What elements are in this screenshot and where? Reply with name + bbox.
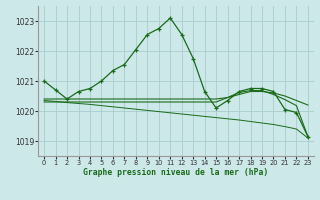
X-axis label: Graphe pression niveau de la mer (hPa): Graphe pression niveau de la mer (hPa) (84, 168, 268, 177)
